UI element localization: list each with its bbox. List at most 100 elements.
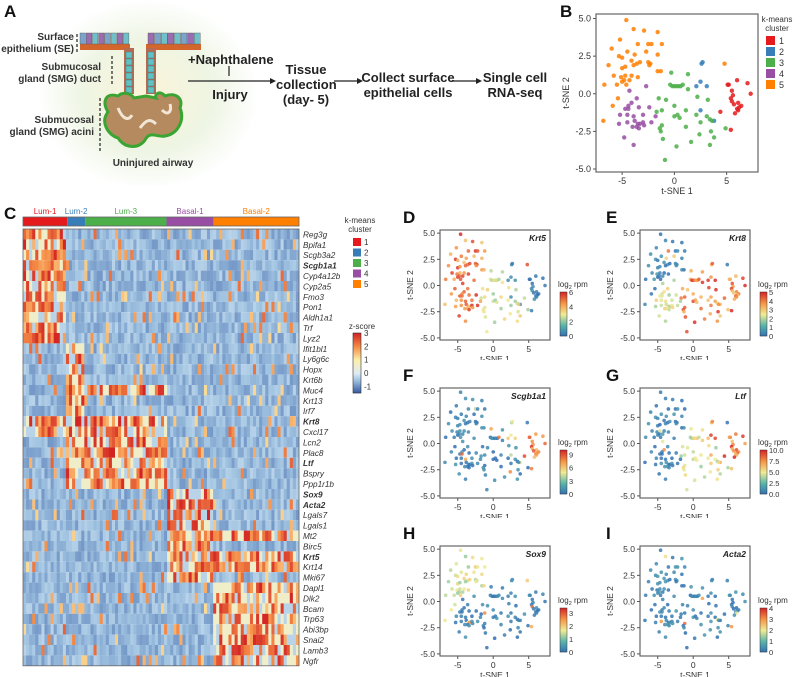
heatmap-cell: [188, 541, 192, 552]
heatmap-cell: [283, 405, 288, 417]
heatmap-cell: [265, 582, 269, 593]
heatmap-cell: [289, 541, 294, 552]
heatmap-cell: [102, 301, 107, 313]
heatmap-cell: [222, 509, 226, 521]
heatmap-cell: [62, 405, 67, 417]
heatmap-cell: [41, 270, 45, 281]
colorbar-segment: [760, 455, 767, 457]
heatmap-cell: [157, 655, 162, 666]
heatmap-cell: [286, 281, 291, 292]
heatmap-cell: [130, 447, 134, 458]
heatmap-cell: [194, 426, 199, 437]
heatmap-cell: [170, 499, 174, 510]
heatmap-cell: [246, 634, 251, 645]
heatmap-cell: [148, 634, 153, 645]
heatmap-cell: [136, 645, 140, 656]
heatmap-cell: [118, 322, 122, 333]
heatmap-cell: [59, 499, 64, 510]
heatmap-cell: [53, 426, 58, 437]
heatmap-cell: [32, 353, 36, 365]
heatmap-cell: [249, 582, 254, 593]
heatmap-cell: [81, 260, 85, 271]
cluster-3-point: [658, 129, 663, 134]
heatmap-cell: [219, 624, 223, 635]
cell-point: [716, 309, 720, 314]
heatmap-cell: [148, 281, 153, 292]
heatmap-cell: [234, 260, 238, 271]
heatmap-cell: [167, 655, 171, 666]
heatmap-cell: [53, 270, 58, 281]
heatmap-cell: [108, 312, 113, 323]
heatmap-cell: [72, 634, 76, 645]
heatmap-cell: [148, 509, 153, 521]
heatmap-cell: [295, 333, 300, 344]
heatmap-cell: [167, 572, 171, 583]
heatmap-cell: [81, 582, 85, 593]
heatmap-cell: [29, 561, 33, 573]
heatmap-cell: [268, 437, 272, 448]
heatmap-cell: [56, 426, 61, 437]
gene-label: Dlk2: [303, 594, 320, 603]
heatmap-cell: [268, 364, 272, 375]
heatmap-cell: [243, 572, 248, 583]
heatmap-cell: [219, 353, 223, 365]
heatmap-cell: [191, 447, 196, 458]
heatmap-cell: [280, 478, 284, 489]
heatmap-cell: [182, 582, 186, 593]
colorbar-segment: [353, 388, 361, 390]
heatmap-cell: [81, 613, 85, 625]
heatmap-cell: [188, 437, 192, 448]
heatmap-cell: [127, 572, 131, 583]
heatmap-cell: [59, 603, 64, 614]
heatmap-cell: [283, 530, 288, 541]
heatmap-cell: [84, 572, 88, 583]
cell-point: [522, 454, 527, 458]
heatmap-cell: [280, 468, 284, 479]
heatmap-cell: [35, 353, 39, 365]
colorbar-segment: [560, 491, 567, 493]
heatmap-cell: [47, 437, 51, 448]
x-tick-label: -5: [454, 344, 462, 354]
epithelial-cell: [98, 32, 105, 45]
heatmap-cell: [154, 353, 159, 365]
heatmap-cell: [277, 624, 281, 635]
heatmap-cell: [35, 405, 39, 417]
heatmap-cell: [38, 322, 42, 333]
heatmap-cell: [292, 634, 297, 645]
cluster-3-point: [659, 108, 665, 113]
heatmap-cell: [253, 645, 257, 656]
heatmap-cell: [185, 447, 189, 458]
heatmap-cell: [50, 603, 54, 614]
heatmap-cell: [93, 478, 97, 489]
heatmap-cell: [29, 343, 33, 354]
cell-point: [672, 412, 676, 416]
heatmap-cell: [130, 291, 134, 302]
heatmap-cell: [151, 239, 156, 250]
cell-point: [463, 299, 468, 304]
cell-point: [707, 443, 711, 448]
cluster-5-point: [610, 103, 615, 108]
colorbar-frame: [559, 291, 568, 337]
heatmap-cell: [38, 239, 42, 250]
heatmap-cell: [47, 426, 51, 437]
heatmap-cell: [32, 447, 36, 458]
heatmap-cell: [96, 249, 100, 261]
colorbar-segment: [760, 474, 767, 476]
heatmap-cell: [32, 582, 36, 593]
colorbar-segment: [560, 465, 567, 467]
heatmap-cell: [234, 249, 238, 261]
heatmap-cell: [145, 374, 150, 385]
heatmap-cell: [191, 343, 196, 354]
heatmap-cell: [154, 229, 159, 240]
heatmap-cell: [277, 281, 281, 292]
heatmap-cell: [62, 582, 67, 593]
heatmap-cell: [81, 322, 85, 333]
heatmap-cell: [139, 499, 143, 510]
heatmap-cell: [26, 478, 30, 489]
heatmap-cell: [118, 312, 122, 323]
heatmap-cell: [53, 551, 58, 562]
legend-swatch-5: [766, 80, 775, 89]
heatmap-cell: [277, 582, 281, 593]
heatmap-cell: [210, 426, 214, 437]
heatmap-cell: [78, 249, 82, 261]
